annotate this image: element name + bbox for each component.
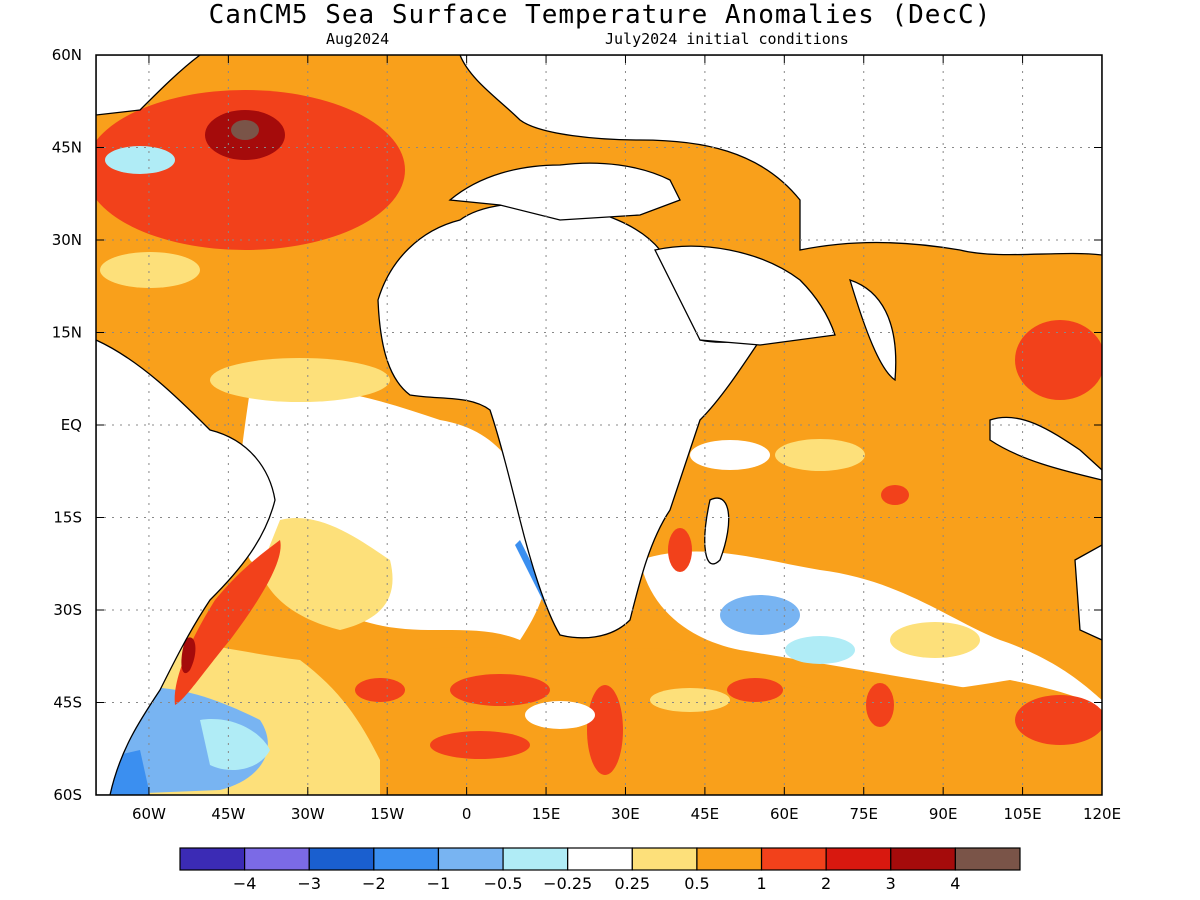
colorbar-swatch <box>760 847 827 871</box>
lat-tick-label: 60S <box>53 786 82 804</box>
colorbar-label: −0.25 <box>543 874 592 893</box>
lon-tick-label: 60W <box>132 805 166 823</box>
colorbar-label: −2 <box>362 874 386 893</box>
lon-tick-label: 45E <box>691 805 720 823</box>
cool-patch-2 <box>785 636 855 664</box>
weak-anomaly-patch <box>260 518 393 630</box>
cool-anomaly-light <box>200 719 270 770</box>
colorbar-label: −0.5 <box>484 874 523 893</box>
lon-tick-label: 15W <box>370 805 404 823</box>
extreme-anomaly-north-atlantic <box>231 120 259 140</box>
colorbar-swatch <box>373 847 440 871</box>
anomaly-field <box>96 55 1102 795</box>
land-arabia <box>654 245 836 346</box>
land-north-america <box>96 55 202 116</box>
lon-tick-label: 60E <box>770 805 799 823</box>
colorbar-swatch <box>437 847 504 871</box>
colorbar-swatch <box>308 847 375 871</box>
lon-tick-label: 30E <box>611 805 640 823</box>
weak-band-tropical-atlantic <box>210 358 390 402</box>
cool-patch-1 <box>720 595 800 635</box>
lat-tick-label: 45N <box>52 139 82 157</box>
lat-tick-label: 30N <box>52 231 82 249</box>
axis-ticks: 60W 45W 30W 15W 0 15E 30E 45E 60E 75E 90E 105E 120E 6… <box>52 46 1121 823</box>
warm-band-southern-ocean <box>420 647 1102 795</box>
land-maritime-continent <box>989 416 1102 481</box>
lon-tick-label: 15E <box>532 805 561 823</box>
map-title: CanCM5 Sea Surface Temperature Anomalies… <box>208 0 992 30</box>
lat-tick-label: EQ <box>61 416 82 434</box>
colorbar-swatch <box>502 847 569 871</box>
warm-patch-so-6 <box>866 683 894 727</box>
lon-tick-label: 105E <box>1004 805 1042 823</box>
colorbar-label: −1 <box>427 874 451 893</box>
lon-tick-label: 45W <box>211 805 245 823</box>
warm-patch-so-5 <box>1015 695 1102 745</box>
lon-tick-label: 120E <box>1083 805 1121 823</box>
colorbar-swatch <box>954 847 1021 871</box>
land-eurasia <box>459 55 1102 256</box>
neutral-patch-arabian <box>690 440 770 470</box>
warm-anomaly-north-atlantic <box>96 90 405 250</box>
colorbar-swatch <box>179 847 246 871</box>
warm-patch-so-7 <box>355 678 405 702</box>
neutral-patch-so <box>525 701 595 729</box>
colorbar-label: 0.5 <box>684 874 709 893</box>
colorbar-label: 4 <box>950 874 960 893</box>
land-north-africa-coast <box>448 162 681 221</box>
land-australia <box>1074 544 1102 641</box>
weak-patch-subtropical <box>100 252 200 288</box>
colorbar-label: 3 <box>886 874 896 893</box>
lon-tick-label: 30W <box>291 805 325 823</box>
lon-tick-label: 0 <box>462 805 472 823</box>
warm-spot-indian <box>881 485 909 505</box>
warm-patch-so-4 <box>430 731 530 759</box>
colorbar-swatch <box>244 847 310 871</box>
neutral-region-south-indian <box>640 551 1102 720</box>
lat-tick-label: 15N <box>52 324 82 342</box>
lat-tick-label: 60N <box>52 46 82 64</box>
colorbar-label: 1 <box>756 874 766 893</box>
colorbar-label: 2 <box>821 874 831 893</box>
lon-tick-label: 75E <box>849 805 878 823</box>
colorbar-label: −3 <box>297 874 321 893</box>
weak-patch-indian <box>890 622 980 658</box>
colorbar-swatch <box>631 847 698 871</box>
initial-conditions-label: July2024 initial conditions <box>605 30 849 48</box>
land-india <box>849 278 897 382</box>
warm-patch-so-1 <box>450 674 550 706</box>
colorbar-swatch <box>696 847 763 871</box>
warm-patch-so-3 <box>727 678 783 702</box>
land-south-america <box>96 339 276 795</box>
warm-patch-so-2 <box>587 685 623 775</box>
warm-anomaly-south-china-sea <box>1015 320 1102 400</box>
weak-patch-so <box>650 688 730 712</box>
colorbar-swatch <box>567 847 633 871</box>
colorbar-label: −4 <box>233 874 257 893</box>
colorbar: −4 −3 −2 −1 −0.5 −0.25 0.25 0.5 1 2 3 4 <box>179 847 1021 893</box>
forecast-month-label: Aug2024 <box>326 30 390 48</box>
colorbar-swatch <box>890 847 956 871</box>
warm-stripe-brazil-current <box>174 540 281 705</box>
lat-tick-label: 15S <box>53 509 82 527</box>
cool-patch-gulf-stream <box>105 146 175 174</box>
weak-patch-equatorial-indian <box>775 439 865 471</box>
colorbar-swatch <box>825 847 892 871</box>
lat-tick-label: 30S <box>53 601 82 619</box>
colorbar-label: 0.25 <box>614 874 650 893</box>
strong-stripe-brazil-current <box>181 637 196 674</box>
warm-spot-mozambique <box>668 528 692 572</box>
lon-tick-label: 90E <box>929 805 958 823</box>
lat-tick-label: 45S <box>53 694 82 712</box>
